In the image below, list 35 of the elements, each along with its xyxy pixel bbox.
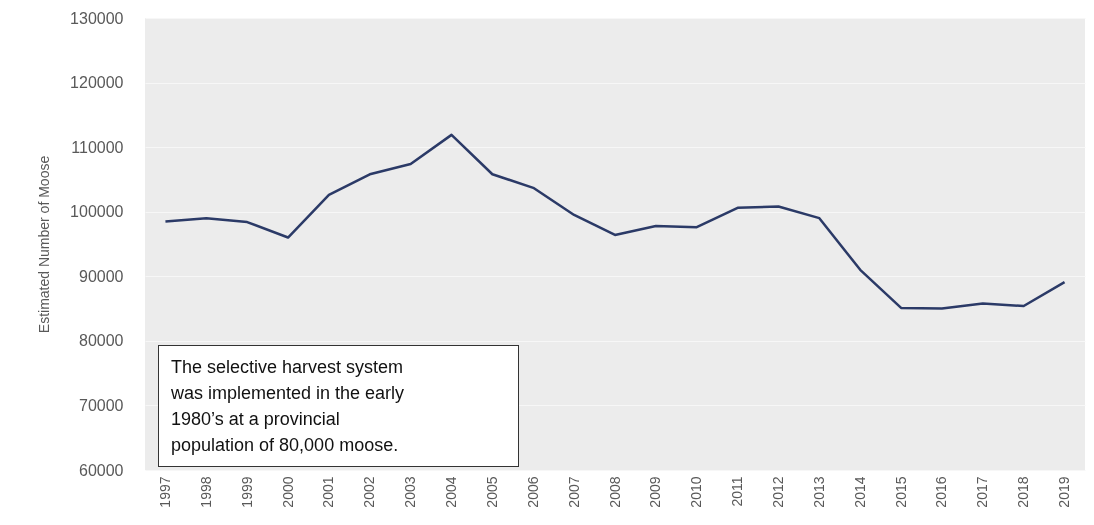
x-tick-label: 2019 <box>1056 476 1073 508</box>
y-tick-label: 120000 <box>70 74 124 92</box>
x-tick-label: 2016 <box>933 476 950 508</box>
y-tick-label: 90000 <box>79 267 124 285</box>
x-tick-label: 1998 <box>197 476 214 508</box>
y-axis-title: Estimated Number of Moose <box>36 155 53 334</box>
x-tick-label: 2004 <box>443 476 460 508</box>
x-tick-label: 2012 <box>769 476 786 508</box>
y-tick-label: 70000 <box>79 396 124 414</box>
y-tick-label: 80000 <box>79 332 124 350</box>
x-tick-label: 2009 <box>647 476 664 508</box>
x-tick-label: 2018 <box>1015 476 1032 508</box>
x-tick-label: 2013 <box>810 476 827 508</box>
y-tick-label: 130000 <box>70 9 124 27</box>
x-tick-label: 2011 <box>729 476 746 507</box>
y-tick-label: 100000 <box>70 203 124 221</box>
y-tick-label: 110000 <box>71 138 124 156</box>
x-tick-label: 2002 <box>361 476 378 508</box>
line-series <box>164 133 1066 310</box>
x-tick-label: 2005 <box>483 476 500 508</box>
annotation: The selective harvest system was implemented in the early 1980’s at a provincial population of 80,000 moose. <box>171 356 406 457</box>
x-tick-label: 2010 <box>688 476 705 508</box>
x-tick-label: 1999 <box>238 476 255 508</box>
x-tick-label: 2007 <box>565 476 582 508</box>
x-tick-label: 2006 <box>524 476 541 508</box>
x-tick-label: 2003 <box>402 476 419 508</box>
x-tick-label: 1997 <box>156 476 173 508</box>
x-tick-label: 2015 <box>892 476 909 508</box>
x-tick-label: 2014 <box>851 476 868 508</box>
y-tick-label: 60000 <box>79 461 124 479</box>
x-tick-label: 2000 <box>279 476 296 508</box>
x-tick-label: 2001 <box>320 476 337 508</box>
x-tick-label: 2017 <box>974 476 991 508</box>
x-tick-label: 2008 <box>606 476 623 508</box>
note-box: The selective harvest system was implemented in the early 1980’s at a provincial population of 80,000 moose. <box>158 345 519 467</box>
